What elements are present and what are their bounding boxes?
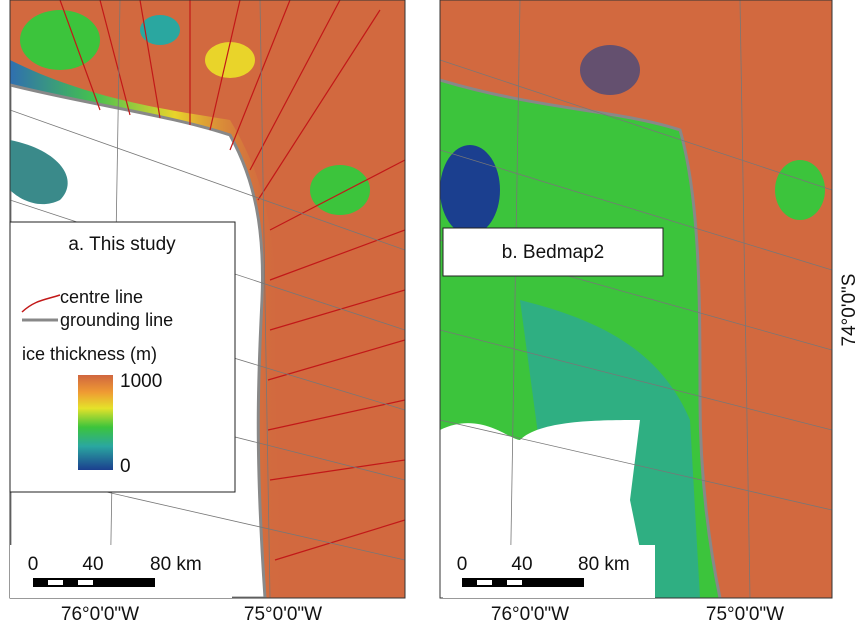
- y-axis-label: 74°0'0"S: [839, 274, 860, 347]
- scale-label: 40: [82, 554, 103, 575]
- scale-bar: [462, 578, 584, 587]
- map-b: [440, 0, 832, 598]
- scale-label: 40: [511, 554, 532, 575]
- x-axis-label: 76°0'0"W: [491, 604, 569, 625]
- scale-label: 80 km: [578, 554, 630, 575]
- panel-label: b. Bedmap2: [502, 242, 604, 263]
- legend-box: [9, 221, 236, 493]
- legend-label: grounding line: [60, 310, 173, 330]
- x-axis-label: 75°0'0"W: [244, 604, 322, 625]
- scale-label: 80 km: [150, 554, 202, 575]
- colorbar: [78, 375, 113, 470]
- scale-label: 0: [457, 554, 468, 575]
- scale-box: [10, 545, 232, 598]
- scale-bar: [33, 578, 155, 587]
- colorbar-title: ice thickness (m): [22, 344, 157, 364]
- x-axis-label: 76°0'0"W: [61, 604, 139, 625]
- x-axis-label: 75°0'0"W: [706, 604, 784, 625]
- colorbar-label: 1000: [120, 371, 162, 392]
- panel-label: a. This study: [68, 234, 176, 255]
- scale-label: 0: [28, 554, 39, 575]
- centre-line-swatch: [21, 294, 61, 313]
- colorbar-label: 0: [120, 456, 131, 477]
- panel-label-box: [442, 227, 664, 277]
- scale-box: [443, 545, 655, 598]
- legend-label: centre line: [60, 287, 143, 307]
